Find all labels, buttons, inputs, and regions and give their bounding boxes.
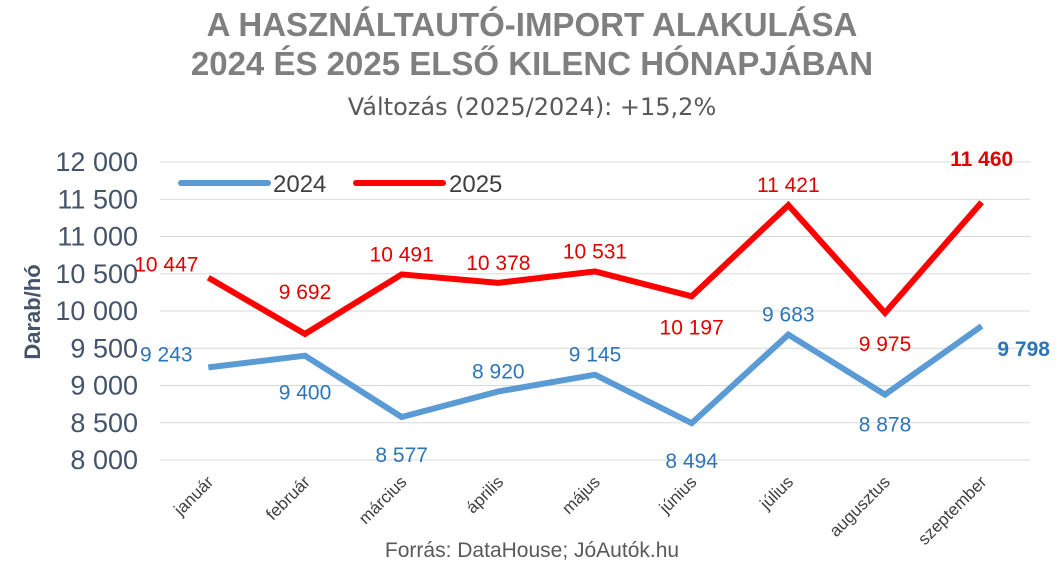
- data-label-2024: 8 920: [472, 360, 525, 383]
- data-label-2025: 10 531: [563, 240, 627, 263]
- x-tick-label: január: [170, 472, 218, 520]
- y-tick-label: 12 000: [55, 147, 138, 177]
- data-label-2024: 8 577: [375, 444, 428, 467]
- x-tick-label: július: [756, 472, 798, 514]
- y-tick-label: 8 000: [70, 445, 138, 475]
- data-label-2024: 9 145: [569, 344, 622, 367]
- chart-subtitle: Változás (2025/2024): +15,2%: [347, 93, 717, 121]
- data-label-2025: 9 975: [859, 333, 912, 356]
- y-tick-label: 10 500: [55, 259, 138, 289]
- chart-title-line-1: A HASZNÁLTAUTÓ-IMPORT ALAKULÁSA: [206, 6, 858, 43]
- data-label-2024: 9 243: [140, 343, 193, 366]
- chart-title-line-2: 2024 ÉS 2025 ELSŐ KILENC HÓNAPJÁBAN: [190, 45, 874, 82]
- x-tick-label: február: [262, 472, 314, 524]
- data-label-2025: 10 447: [134, 254, 198, 277]
- x-tick-label: június: [655, 472, 701, 518]
- series-line-2024: [207, 323, 984, 427]
- data-label-2025: 10 491: [370, 243, 434, 266]
- data-label-2025: 11 421: [757, 174, 820, 197]
- series-line-2025: [206, 200, 984, 338]
- y-axis-label: Darab/hó: [20, 264, 45, 359]
- data-label-2025: 10 197: [660, 316, 724, 339]
- x-axis: január február március április május június jú…: [170, 472, 991, 548]
- data-label-2024: 9 400: [279, 382, 332, 405]
- y-tick-label: 8 500: [70, 408, 138, 438]
- data-label-2025: 10 378: [466, 252, 530, 275]
- x-tick-label: szeptember: [914, 472, 990, 548]
- data-label-2024: 9 798: [997, 338, 1050, 361]
- y-tick-label: 9 500: [70, 333, 138, 363]
- y-tick-label: 9 000: [70, 371, 138, 401]
- series-lines: [206, 200, 984, 427]
- y-tick-label: 11 500: [57, 184, 138, 214]
- x-tick-label: április: [462, 472, 507, 517]
- data-label-2025: 11 460: [950, 148, 1013, 171]
- legend-label-2025: 2025: [449, 171, 502, 198]
- y-axis: 8 000 8 500 9 000 9 500 10 000 10 500 11 000 11…: [55, 147, 138, 475]
- y-tick-label: 10 000: [55, 296, 138, 326]
- data-label-2025: 9 692: [279, 281, 332, 304]
- data-labels: 9 243 9 400 8 577 8 920 9 145 8 494 9 683 8 878…: [134, 148, 1050, 473]
- source-note: Forrás: DataHouse; JóAutók.hu: [384, 539, 680, 562]
- x-tick-label: augusztus: [826, 472, 894, 540]
- data-label-2024: 9 683: [762, 304, 815, 327]
- y-tick-label: 11 000: [57, 222, 138, 252]
- legend: 2024 2025: [178, 171, 502, 198]
- x-tick-label: május: [558, 472, 604, 518]
- data-label-2024: 8 878: [859, 414, 912, 437]
- data-label-2024: 8 494: [665, 450, 718, 473]
- x-tick-label: március: [355, 472, 411, 528]
- legend-label-2024: 2024: [273, 171, 326, 198]
